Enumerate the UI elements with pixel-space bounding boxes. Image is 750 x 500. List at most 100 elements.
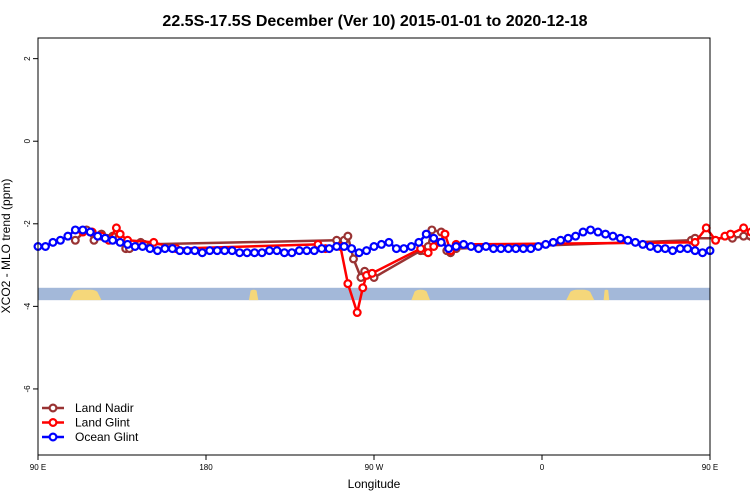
legend-land-glint-marker	[48, 418, 58, 428]
ocean-glint-point	[339, 242, 349, 252]
ocean-glint-point	[160, 244, 170, 254]
ocean-glint-point	[145, 244, 155, 254]
ocean-glint-point	[242, 248, 252, 258]
ocean-glint-point	[250, 248, 260, 258]
ocean-glint-point	[600, 229, 610, 239]
land-glint-point	[343, 279, 353, 289]
ocean-glint-point	[167, 244, 177, 254]
land-segment-4	[603, 289, 610, 301]
ocean-glint-point	[48, 237, 58, 247]
ocean-glint-point	[40, 242, 50, 252]
ocean-glint-point	[369, 242, 379, 252]
ocean-glint-point	[175, 246, 185, 256]
ocean-glint-point	[533, 242, 543, 252]
ocean-glint-point	[302, 246, 312, 256]
ocean-glint-point	[108, 235, 118, 245]
land-glint-point	[440, 229, 450, 239]
land-glint-point	[746, 227, 750, 237]
ocean-glint-point	[212, 246, 222, 256]
ocean-glint-point	[518, 244, 528, 254]
land-glint-point	[149, 237, 159, 247]
x-tick-label: 0	[540, 463, 545, 472]
land-glint-point	[352, 308, 362, 318]
ocean-glint-point	[85, 227, 95, 237]
land-glint-point	[111, 223, 121, 233]
ocean-glint-point	[100, 233, 110, 243]
y-tick-label: -4	[23, 302, 32, 310]
land-segment-2	[411, 289, 430, 301]
ocean-glint-point	[197, 248, 207, 258]
ocean-glint-point	[376, 239, 386, 249]
land-glint-point	[429, 242, 439, 252]
ocean-glint-point	[675, 244, 685, 254]
ocean-glint-point	[466, 242, 476, 252]
ocean-glint-point	[645, 242, 655, 252]
ocean-glint-point	[70, 225, 80, 235]
ocean-glint-point	[488, 244, 498, 254]
ocean-glint-point	[182, 246, 192, 256]
ocean-glint-point	[698, 248, 708, 258]
ocean-glint-point	[690, 246, 700, 256]
land-glint-point	[367, 268, 377, 278]
x-axis: 90 E 180 90 W 0 90 E	[30, 455, 718, 472]
land-segment-3	[566, 289, 595, 301]
ocean-glint-point	[399, 244, 409, 254]
x-tick-label: 90 W	[365, 463, 384, 472]
ocean-glint-point	[272, 246, 282, 256]
y-tick-label: -6	[23, 385, 32, 393]
ocean-glint-point	[429, 233, 439, 243]
ocean-glint-point	[511, 244, 521, 254]
land-nadir-point	[739, 231, 749, 241]
ocean-glint-point	[593, 227, 603, 237]
ocean-glint-point	[421, 229, 431, 239]
ocean-glint-point	[115, 237, 125, 247]
ocean-glint-point	[503, 244, 513, 254]
x-tick-label: 90 E	[30, 463, 46, 472]
y-tick-label: -2	[23, 220, 32, 228]
land-glint-point	[358, 283, 368, 293]
y-axis-label: XCO2 - MLO trend (ppm)	[0, 179, 13, 314]
ocean-glint-point	[571, 231, 581, 241]
y-tick-label: 0	[23, 138, 32, 143]
y-axis: 2 0 -2 -4 -6	[23, 56, 38, 393]
ocean-glint-point	[294, 246, 304, 256]
land-nadir-point	[427, 225, 437, 235]
ocean-glint-point	[354, 248, 364, 258]
ocean-glint-point	[563, 233, 573, 243]
land-glint-point	[711, 235, 721, 245]
ocean-glint-point	[541, 239, 551, 249]
ocean-glint-point	[638, 239, 648, 249]
ocean-glint-point	[660, 244, 670, 254]
land-nadir-point	[348, 254, 358, 264]
ocean-strip	[38, 287, 710, 301]
land-glint-point	[115, 229, 125, 239]
ocean-glint-point	[78, 225, 88, 235]
land-segment-1	[248, 289, 259, 301]
ocean-glint-point	[279, 248, 289, 258]
land-segment-0	[69, 289, 102, 301]
land-glint-point	[739, 223, 749, 233]
ocean-glint-point	[608, 231, 618, 241]
ocean-glint-point	[668, 246, 678, 256]
legend-land-nadir-marker	[48, 403, 58, 413]
ocean-glint-point	[406, 242, 416, 252]
ocean-glint-point	[548, 237, 558, 247]
legend-ocean-glint-marker	[48, 432, 58, 442]
ocean-glint-point	[190, 246, 200, 256]
ocean-glint-point	[496, 244, 506, 254]
ocean-glint-point	[653, 244, 663, 254]
ocean-glint-point	[683, 244, 693, 254]
land-nadir-point	[70, 235, 80, 245]
ocean-glint-point	[152, 246, 162, 256]
land-glint-point	[423, 248, 433, 258]
ocean-glint-point	[63, 231, 73, 241]
ocean-glint-point	[138, 242, 148, 252]
ocean-glint-point	[227, 246, 237, 256]
x-axis-label: Longitude	[348, 477, 401, 491]
ocean-glint-point	[123, 239, 133, 249]
ocean-glint-point	[384, 237, 394, 247]
ocean-glint-point	[526, 244, 536, 254]
ocean-glint-point	[55, 235, 65, 245]
